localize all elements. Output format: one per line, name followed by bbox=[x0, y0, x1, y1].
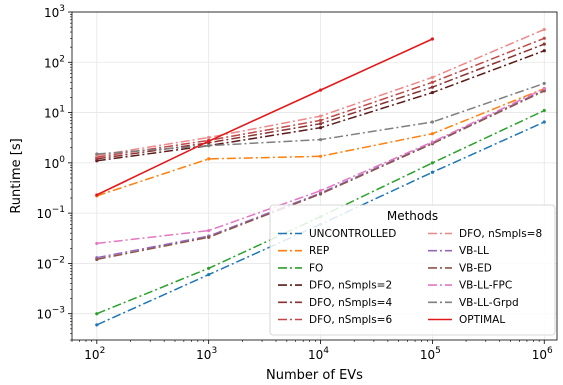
data-point bbox=[207, 228, 211, 233]
legend-entry: DFO, nSmpls=8 bbox=[459, 228, 542, 240]
data-point bbox=[542, 89, 546, 93]
x-axis-label: Number of EVs bbox=[266, 368, 363, 383]
data-point bbox=[542, 86, 546, 91]
data-point bbox=[542, 108, 546, 113]
legend-entry: DFO, nSmpls=4 bbox=[309, 297, 392, 309]
series-line bbox=[96, 38, 433, 196]
data-point bbox=[95, 152, 99, 156]
x-tick-label: 102 bbox=[84, 346, 105, 362]
data-point bbox=[207, 135, 211, 140]
data-point bbox=[207, 272, 211, 277]
legend-entry: FO bbox=[309, 262, 323, 274]
x-tick-label: 104 bbox=[308, 346, 329, 362]
legend-title: Methods bbox=[387, 209, 438, 223]
data-point bbox=[95, 257, 99, 262]
data-point bbox=[430, 90, 434, 95]
legend-entry: VB-LL-Grpd bbox=[459, 297, 519, 309]
y-tick-label: 103 bbox=[44, 4, 65, 20]
data-point bbox=[318, 189, 323, 193]
y-tick-label: 101 bbox=[44, 105, 65, 121]
data-point bbox=[95, 323, 99, 327]
data-point bbox=[542, 42, 546, 46]
y-tick-label: 10−2 bbox=[36, 255, 65, 271]
data-point bbox=[95, 312, 99, 316]
data-point bbox=[542, 120, 546, 124]
plot-frame bbox=[71, 11, 558, 341]
legend-entry: DFO, nSmpls=6 bbox=[309, 314, 392, 326]
data-point bbox=[542, 27, 546, 32]
x-tick-label: 105 bbox=[420, 346, 441, 362]
data-point bbox=[207, 157, 211, 161]
data-point bbox=[542, 81, 546, 86]
data-point bbox=[430, 80, 434, 84]
legend: Methods UNCONTROLLED REP FO DFO, nSmpls=2 DFO… bbox=[269, 204, 556, 336]
data-point bbox=[95, 241, 99, 246]
data-point bbox=[318, 122, 323, 126]
legend-entry: VB-LL bbox=[459, 245, 489, 257]
legend-entry: VB-ED bbox=[459, 262, 492, 274]
data-point bbox=[430, 75, 434, 80]
data-point bbox=[318, 138, 323, 142]
data-point bbox=[207, 235, 211, 239]
data-point bbox=[430, 140, 434, 144]
data-point bbox=[318, 192, 323, 196]
y-tick-label: 102 bbox=[44, 54, 65, 70]
data-point bbox=[430, 132, 434, 136]
data-point bbox=[207, 139, 211, 143]
data-point bbox=[318, 126, 323, 130]
data-point bbox=[95, 193, 99, 197]
data-point bbox=[430, 161, 434, 165]
axis-ticks: 102 103 104 105 106 10−3 10−2 10−1 100 101 102 103 bbox=[36, 4, 553, 362]
data-point bbox=[430, 120, 434, 124]
data-point bbox=[318, 114, 323, 118]
legend-entry: OPTIMAL bbox=[459, 314, 505, 326]
y-tick-label: 100 bbox=[44, 155, 65, 171]
x-tick-label: 106 bbox=[532, 346, 553, 362]
y-axis-label: Runtime [s] bbox=[9, 138, 24, 213]
y-tick-label: 10−1 bbox=[36, 205, 65, 221]
legend-entry: REP bbox=[309, 245, 329, 257]
series-line bbox=[96, 87, 545, 245]
data-point bbox=[207, 266, 211, 270]
data-point bbox=[318, 118, 323, 122]
data-point bbox=[318, 88, 323, 92]
data-point bbox=[207, 144, 211, 148]
data-point bbox=[430, 37, 434, 41]
data-point bbox=[542, 49, 546, 53]
legend-entry: UNCONTROLLED bbox=[309, 228, 396, 240]
data-point bbox=[430, 85, 434, 89]
y-tick-label: 10−3 bbox=[36, 306, 65, 322]
legend-box bbox=[269, 204, 556, 336]
legend-entry: VB-LL-FPC bbox=[459, 280, 512, 292]
x-tick-label: 103 bbox=[196, 346, 217, 362]
data-point bbox=[542, 36, 546, 40]
legend-entry: DFO, nSmpls=2 bbox=[309, 280, 392, 292]
data-point bbox=[430, 170, 434, 174]
data-point bbox=[318, 154, 323, 158]
